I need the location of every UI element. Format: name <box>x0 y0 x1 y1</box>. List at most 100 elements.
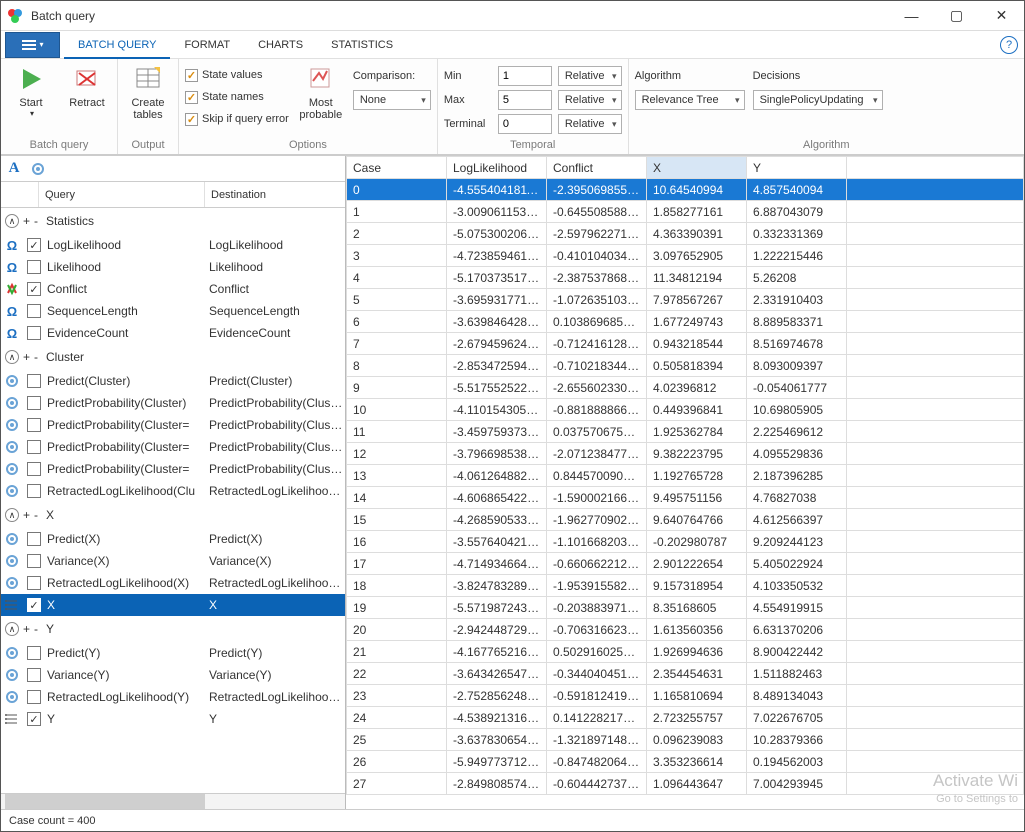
table-cell[interactable]: 1.858277161 <box>647 201 747 223</box>
table-row[interactable]: 1-3.00906115368...-0.64550858867...1.858… <box>347 201 1024 223</box>
table-cell[interactable]: 13 <box>347 465 447 487</box>
table-cell[interactable]: 1.677249743 <box>647 311 747 333</box>
item-checkbox[interactable] <box>27 646 41 660</box>
item-checkbox[interactable] <box>27 462 41 476</box>
close-button[interactable]: ✕ <box>979 2 1024 30</box>
table-row[interactable]: 4-5.17037351745...-2.38753786867...11.34… <box>347 267 1024 289</box>
table-row[interactable]: 22-3.64342654789...-0.34404045155...2.35… <box>347 663 1024 685</box>
table-cell[interactable]: 2.187396285 <box>747 465 847 487</box>
table-cell[interactable]: -0.64550858867... <box>547 201 647 223</box>
table-cell[interactable]: 4.857540094 <box>747 179 847 201</box>
gear-icon[interactable] <box>29 160 47 178</box>
table-row[interactable]: 24-4.53892131687...0.141228217151...2.72… <box>347 707 1024 729</box>
table-cell[interactable]: 0 <box>347 179 447 201</box>
table-cell[interactable]: 2.354454631 <box>647 663 747 685</box>
table-cell[interactable]: 3.353236614 <box>647 751 747 773</box>
table-cell[interactable]: -2.38753786867... <box>547 267 647 289</box>
query-header[interactable]: Query <box>39 182 205 207</box>
table-cell[interactable]: 0.844570090869... <box>547 465 647 487</box>
table-cell[interactable]: 4 <box>347 267 447 289</box>
table-cell[interactable]: -4.72385946107... <box>447 245 547 267</box>
table-row[interactable]: 7-2.67945962441...-0.71241612861...0.943… <box>347 333 1024 355</box>
table-cell[interactable]: 9.382223795 <box>647 443 747 465</box>
terminal-mode-select[interactable]: Relative <box>558 114 622 134</box>
table-row[interactable]: 18-3.82478328923...-1.95391558253...9.15… <box>347 575 1024 597</box>
table-cell[interactable]: 8 <box>347 355 447 377</box>
query-item[interactable]: XX <box>1 594 345 616</box>
table-cell[interactable]: 8.093009397 <box>747 355 847 377</box>
table-cell[interactable]: -2.65560233086... <box>547 377 647 399</box>
table-cell[interactable]: -1.32189714801... <box>547 729 647 751</box>
table-cell[interactable]: -2.67945962441... <box>447 333 547 355</box>
table-cell[interactable]: 4.02396812 <box>647 377 747 399</box>
table-cell[interactable]: 4.554919915 <box>747 597 847 619</box>
query-tree[interactable]: ∧ + - StatisticsΩLogLikelihoodLogLikelih… <box>1 208 345 793</box>
table-cell[interactable]: 1.222215446 <box>747 245 847 267</box>
table-cell[interactable]: 0.103869685621... <box>547 311 647 333</box>
table-cell[interactable]: -2.85347259401... <box>447 355 547 377</box>
start-button[interactable]: Start ▾ <box>7 63 55 118</box>
table-cell[interactable]: 25 <box>347 729 447 751</box>
table-cell[interactable]: 0.037570675368... <box>547 421 647 443</box>
item-checkbox[interactable] <box>27 396 41 410</box>
collapse-icon[interactable]: ∧ <box>5 214 19 228</box>
table-cell[interactable]: -5.94977371206... <box>447 751 547 773</box>
table-row[interactable]: 3-4.72385946107...-0.41010403480...3.097… <box>347 245 1024 267</box>
table-cell[interactable]: -3.45975937346... <box>447 421 547 443</box>
create-tables-button[interactable]: Create tables <box>124 63 172 121</box>
query-item[interactable]: Predict(Y)Predict(Y) <box>1 642 345 664</box>
table-cell[interactable]: 0.194562003 <box>747 751 847 773</box>
h-scrollbar[interactable] <box>1 793 345 809</box>
table-row[interactable]: 14-4.60686542227...-1.59000216639...9.49… <box>347 487 1024 509</box>
query-item[interactable]: PredictProbability(Cluster=PredictProbab… <box>1 436 345 458</box>
table-row[interactable]: 6-3.63984642828...0.103869685621...1.677… <box>347 311 1024 333</box>
table-cell[interactable]: 0.332331369 <box>747 223 847 245</box>
table-row[interactable]: 27-2.84980857420...-0.60444273789...1.09… <box>347 773 1024 795</box>
table-row[interactable]: 12-3.79669853873...-2.07123847759...9.38… <box>347 443 1024 465</box>
table-cell[interactable]: 12 <box>347 443 447 465</box>
table-cell[interactable]: 10 <box>347 399 447 421</box>
table-cell[interactable]: 6.631370206 <box>747 619 847 641</box>
table-cell[interactable]: 1.192765728 <box>647 465 747 487</box>
table-cell[interactable]: 7.022676705 <box>747 707 847 729</box>
table-cell[interactable]: -0.71241612861... <box>547 333 647 355</box>
item-checkbox[interactable] <box>27 668 41 682</box>
table-cell[interactable]: -5.51755252258... <box>447 377 547 399</box>
most-probable-button[interactable]: Most probable <box>297 63 345 121</box>
table-row[interactable]: 15-4.26859053348...-1.96277090219...9.64… <box>347 509 1024 531</box>
table-cell[interactable]: -4.71493466485... <box>447 553 547 575</box>
algorithm-select[interactable]: Relevance Tree <box>635 90 745 110</box>
table-row[interactable]: 17-4.71493466485...-0.66066221248...2.90… <box>347 553 1024 575</box>
table-cell[interactable]: -3.79669853873... <box>447 443 547 465</box>
table-cell[interactable]: -3.00906115368... <box>447 201 547 223</box>
table-cell[interactable]: 9.157318954 <box>647 575 747 597</box>
query-item[interactable]: ΩEvidenceCountEvidenceCount <box>1 322 345 344</box>
item-checkbox[interactable] <box>27 532 41 546</box>
query-item[interactable]: RetractedLogLikelihood(Y)RetractedLogLik… <box>1 686 345 708</box>
table-cell[interactable]: 1.613560356 <box>647 619 747 641</box>
table-cell[interactable]: 24 <box>347 707 447 729</box>
tab-charts[interactable]: CHARTS <box>244 31 317 59</box>
table-cell[interactable]: -2.94244872935... <box>447 619 547 641</box>
table-row[interactable]: 26-5.94977371206...-0.84748206428...3.35… <box>347 751 1024 773</box>
table-cell[interactable]: 1 <box>347 201 447 223</box>
table-cell[interactable]: 4.095529836 <box>747 443 847 465</box>
query-item[interactable]: ΩSequenceLengthSequenceLength <box>1 300 345 322</box>
table-cell[interactable]: -3.63783065472... <box>447 729 547 751</box>
query-item[interactable]: Variance(Y)Variance(Y) <box>1 664 345 686</box>
query-item[interactable]: Predict(X)Predict(X) <box>1 528 345 550</box>
table-cell[interactable]: 20 <box>347 619 447 641</box>
state-names-checkbox[interactable]: State names <box>185 87 289 107</box>
table-cell[interactable]: 6 <box>347 311 447 333</box>
file-menu-button[interactable]: ▾ <box>5 32 60 58</box>
table-cell[interactable]: -0.70631662307... <box>547 619 647 641</box>
col-header-loglikelihood[interactable]: LogLikelihood <box>447 157 547 179</box>
table-cell[interactable]: 9.209244123 <box>747 531 847 553</box>
table-cell[interactable]: -0.84748206428... <box>547 751 647 773</box>
destination-header[interactable]: Destination <box>205 182 345 207</box>
table-cell[interactable]: 1.926994636 <box>647 641 747 663</box>
table-cell[interactable]: -1.07263510392... <box>547 289 647 311</box>
table-cell[interactable]: 10.69805905 <box>747 399 847 421</box>
collapse-icon[interactable]: ∧ <box>5 350 19 364</box>
table-cell[interactable]: 10.64540994 <box>647 179 747 201</box>
